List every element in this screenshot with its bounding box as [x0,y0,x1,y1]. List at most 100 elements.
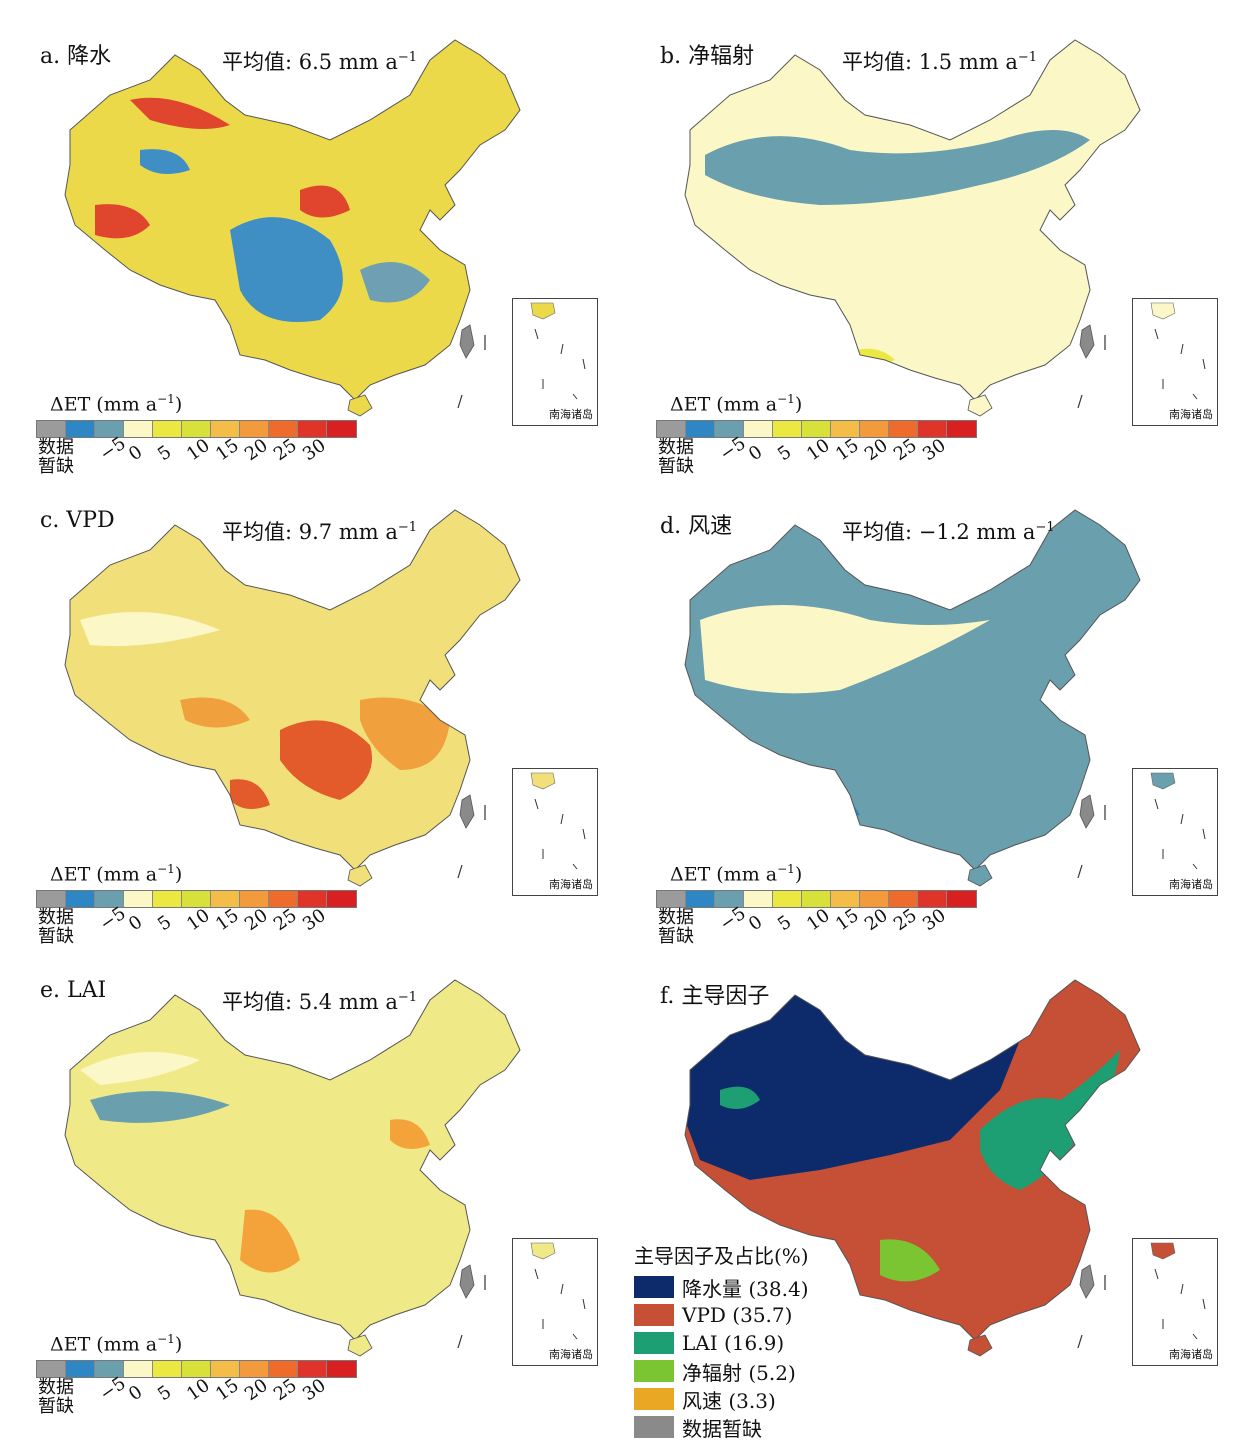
value-region [700,605,990,694]
inset-boundary-dash [1154,798,1159,810]
colorbar [656,420,977,438]
colorbar-cell [95,891,124,907]
nodata-label: 数据暂缺 [38,907,74,947]
south-china-sea-inset: 南海诸岛 [1132,768,1218,896]
inset-coast [1150,772,1176,790]
inset-boundary-dash [1202,828,1206,840]
boundary-dash [457,394,463,409]
china-map-a [64,39,521,417]
mean-value: 平均值: −1.2 mm a−1 [842,520,1055,544]
panel-b: b. 净辐射 平均值: 1.5 mm a−1 南海诸岛 ΔET (mm a−1)… [620,0,1220,476]
inset-boundary-dash [1192,393,1198,400]
china-map-f [684,979,1141,1357]
colorbar-cell [860,421,889,437]
nodata-label: 数据暂缺 [38,1377,74,1417]
south-china-sea-inset: 南海诸岛 [512,1238,598,1366]
colorbar-nodata-cell [37,1361,66,1377]
value-region [360,262,430,303]
value-region [705,130,1090,205]
colorbar-title: ΔET (mm a−1) [50,1332,183,1356]
inset-coast [530,1242,556,1260]
value-region [90,1091,230,1123]
colorbar-nodata-cell [37,891,66,907]
nodata-label: 数据暂缺 [658,907,694,947]
inset-label: 南海诸岛 [549,408,593,421]
colorbar [656,890,977,908]
hainan-island [347,394,373,417]
legend-item: 数据暂缺 [634,1413,874,1441]
colorbar-cell [860,891,889,907]
taiwan-island [459,324,475,359]
value-region [130,97,230,129]
boundary-dash [1077,1334,1083,1349]
china-border [64,979,521,1341]
value-region [300,185,350,218]
value-region [360,697,450,770]
colorbar-cell [298,421,327,437]
colorbar-nodata-cell [37,421,66,437]
colorbar-cell [327,891,356,907]
inset-boundary-dash [1192,1333,1198,1340]
colorbar-cell [124,1361,153,1377]
colorbar-cell [240,421,269,437]
legend-label: 数据暂缺 [682,1416,762,1441]
mean-value: 平均值: 1.5 mm a−1 [842,50,1038,74]
value-region [240,1209,300,1273]
panel-title: b. 净辐射 [660,44,755,69]
colorbar-cell [182,421,211,437]
china-landmass [65,510,520,870]
inset-boundary-dash [1192,863,1198,870]
legend-swatch [634,1416,674,1438]
colorbar-cell [124,421,153,437]
inset-coast [530,772,556,790]
value-region [80,1052,200,1085]
china-border [684,509,1141,871]
colorbar-cell [211,891,240,907]
inset-coast [1150,302,1176,320]
inset-boundary-dash [1154,328,1159,340]
panel-title: a. 降水 [40,44,112,69]
legend-swatch [634,1332,674,1354]
colorbar-cell [773,421,802,437]
colorbar-title: ΔET (mm a−1) [50,392,183,416]
colorbar-cell [918,421,947,437]
colorbar-cell [744,421,773,437]
boundary-dash [1077,864,1083,879]
value-region [720,1086,760,1109]
inset-boundary-dash [560,1283,564,1295]
south-china-sea-inset: 南海诸岛 [1132,1238,1218,1366]
taiwan-island [1079,1264,1095,1299]
inset-boundary-dash [560,813,564,825]
colorbar [36,1360,357,1378]
value-region [140,149,190,174]
legend-item: 降水量 (38.4) [634,1273,874,1301]
panel-title: d. 风速 [660,514,733,539]
inset-label: 南海诸岛 [549,878,593,891]
panel-title: c. VPD [40,508,115,533]
colorbar-cell [240,1361,269,1377]
legend-label: 风速 (3.3) [682,1388,776,1413]
value-region [880,1239,940,1282]
inset-boundary-dash [572,1333,578,1340]
china-border [684,979,1141,1341]
mean-value: 平均值: 9.7 mm a−1 [222,520,418,544]
panel-e: e. LAI 平均值: 5.4 mm a−1 南海诸岛 ΔET (mm a−1)… [0,940,600,1416]
nodata-label: 数据暂缺 [658,437,694,477]
inset-boundary-dash [1154,1268,1159,1280]
inset-coast [1150,1242,1176,1260]
colorbar-cell [918,891,947,907]
china-landmass [65,980,520,1340]
colorbar-cell [831,421,860,437]
legend-item: 净辐射 (5.2) [634,1357,874,1385]
colorbar-cell [269,421,298,437]
colorbar-cell [153,421,182,437]
legend-item: LAI (16.9) [634,1329,874,1357]
colorbar-cell [889,421,918,437]
inset-boundary-dash [1202,1298,1206,1310]
hainan-island [347,864,373,887]
inset-boundary-dash [582,828,586,840]
colorbar-cell [66,421,95,437]
taiwan-island [459,794,475,829]
china-map-d [684,509,1141,887]
panel-title: e. LAI [40,978,107,1003]
